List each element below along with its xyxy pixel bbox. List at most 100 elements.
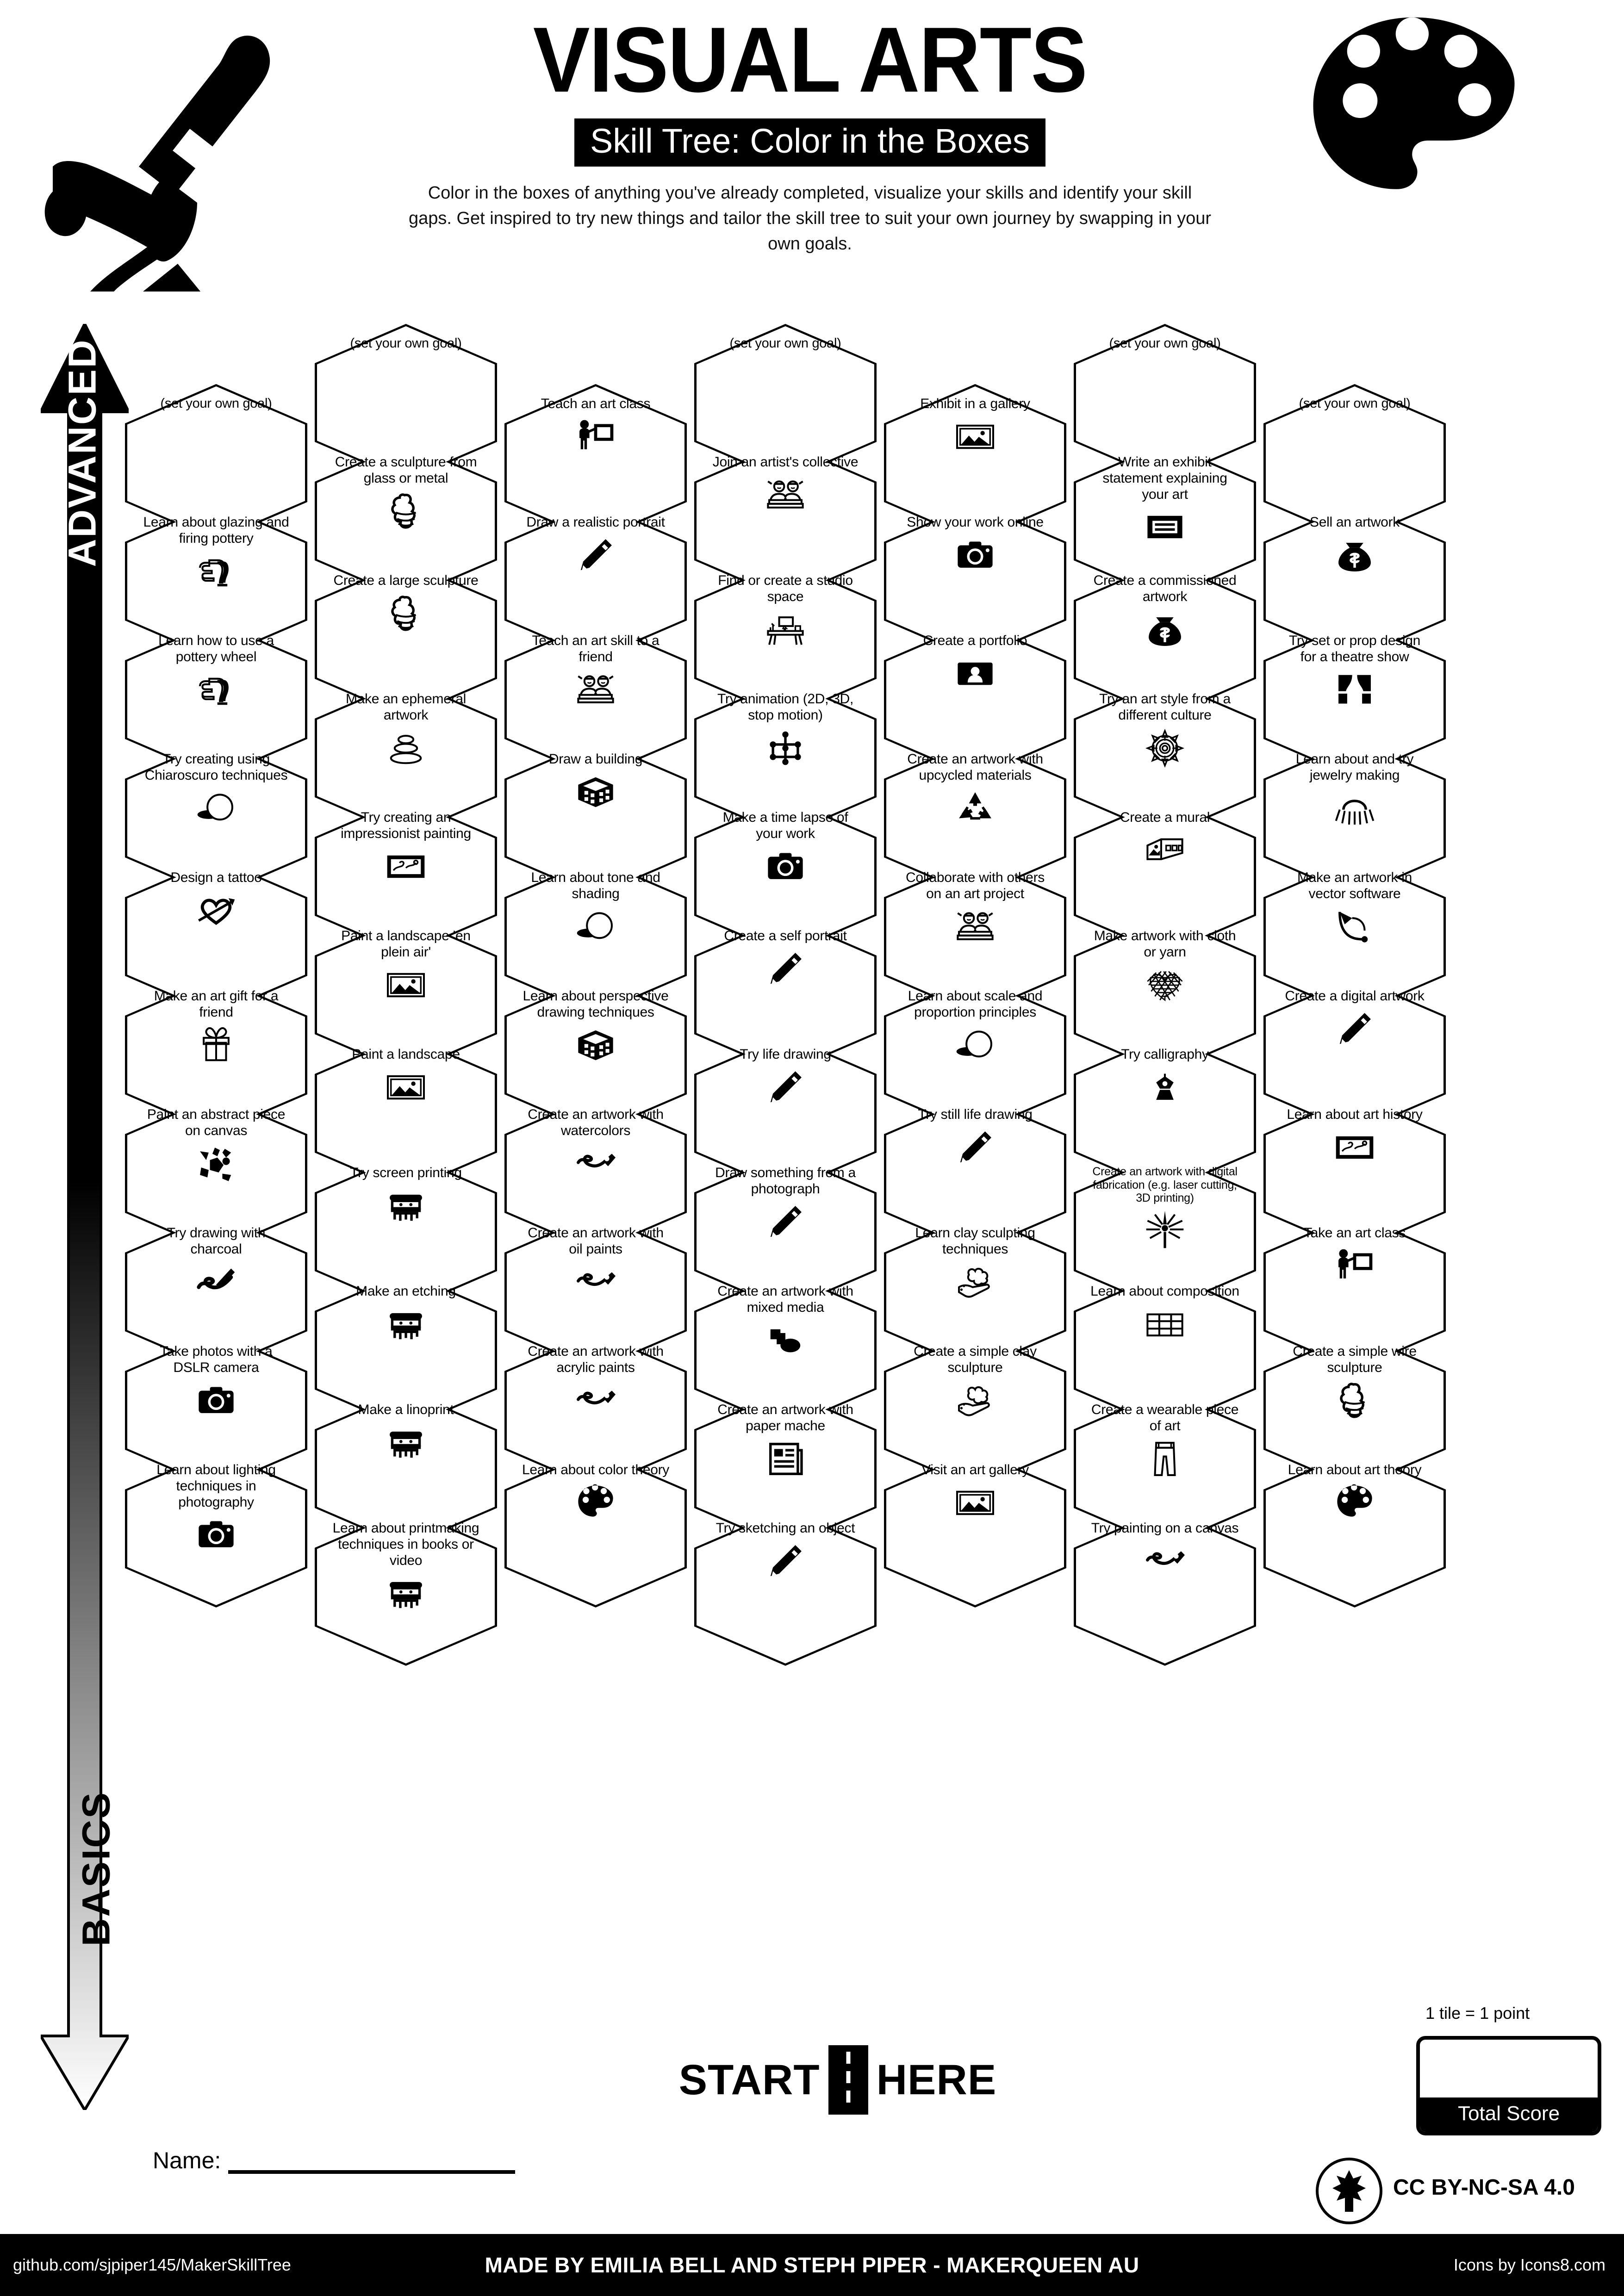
skill-hex-c1-r4[interactable]: Try creating using Chiaroscuro technique… <box>125 739 307 897</box>
skill-hex-c4-r1[interactable]: (set your own goal) <box>694 324 877 481</box>
skill-hex-c2-r11[interactable]: Learn about printmaking techniques in bo… <box>315 1508 497 1666</box>
road-icon <box>828 2045 868 2115</box>
wire-figure-icon <box>386 491 426 531</box>
skill-hex-c2-r7[interactable]: Paint a landscape <box>315 1035 497 1192</box>
trousers-icon <box>1145 1439 1185 1479</box>
pencil-icon <box>765 1202 805 1242</box>
skill-hex-c5-r4[interactable]: Create an artwork with upcycled material… <box>884 739 1066 897</box>
skill-label: Learn about printmaking techniques in bo… <box>332 1520 479 1568</box>
skill-hex-c2-r8[interactable]: Try screen printing <box>315 1153 497 1310</box>
tile-point-note: 1 tile = 1 point <box>1425 2004 1530 2023</box>
skill-label: (set your own goal) <box>1299 396 1411 411</box>
skill-hex-c6-r4[interactable]: Try an art style from a different cultur… <box>1074 679 1256 837</box>
skill-hex-c7-r2[interactable]: Sell an artwork <box>1263 503 1446 660</box>
skill-label: Try painting on a canvas <box>1091 1520 1239 1536</box>
skill-label: Take an art class <box>1303 1225 1406 1241</box>
skill-hex-c3-r10[interactable]: Learn about color theory <box>504 1450 687 1607</box>
woven-heart-icon <box>1145 965 1185 1005</box>
pencil-icon <box>765 949 805 989</box>
landscape-frame-icon <box>955 417 995 457</box>
skill-label: Make an art gift for a friend <box>154 988 279 1020</box>
curtains-icon <box>1335 670 1375 710</box>
skill-hex-c4-r7[interactable]: Try life drawing <box>694 1035 877 1192</box>
skill-hex-c5-r8[interactable]: Learn clay sculpting techniques <box>884 1213 1066 1371</box>
mandala-icon <box>1145 728 1185 768</box>
animation-nodes-icon <box>765 728 805 768</box>
skill-hex-c1-r2[interactable]: Learn about glazing and firing pottery <box>125 503 307 660</box>
skill-label: Try calligraphy <box>1121 1047 1209 1062</box>
money-bag-icon <box>1335 535 1375 575</box>
paintbrush-stroke-icon <box>576 1381 616 1421</box>
skill-label: Create a simple wire sculpture <box>1293 1344 1417 1375</box>
skill-label: Sell an artwork <box>1310 515 1400 530</box>
skill-label: Join an artist's collective <box>712 454 859 470</box>
skill-hex-c6-r6[interactable]: Make artwork with cloth or yarn <box>1074 916 1256 1074</box>
landscape-frame-icon <box>386 1067 426 1107</box>
skill-hex-c1-r10[interactable]: Learn about lighting techniques in photo… <box>125 1450 307 1607</box>
total-score-box[interactable]: Total Score <box>1416 2036 1601 2135</box>
name-input-line[interactable] <box>228 2169 516 2174</box>
skill-hex-c7-r10[interactable]: Learn about art theory <box>1263 1450 1446 1607</box>
page-subtitle: Skill Tree: Color in the Boxes <box>574 118 1046 167</box>
skill-label: (set your own goal) <box>350 336 462 351</box>
footer-github-link[interactable]: github.com/sjpiper145/MakerSkillTree <box>13 2255 291 2274</box>
skill-label: Draw a building <box>548 751 643 767</box>
skill-label: Collaborate with others on an art projec… <box>906 870 1045 901</box>
skill-hex-c7-r8[interactable]: Take an art class <box>1263 1213 1446 1371</box>
skill-hex-c6-r8[interactable]: Create an artwork with digital fabricati… <box>1074 1153 1256 1310</box>
skill-hex-c6-r1[interactable]: (set your own goal) <box>1074 324 1256 481</box>
here-word: HERE <box>876 2056 997 2104</box>
name-row: Name: <box>153 2147 516 2174</box>
portfolio-person-icon <box>955 654 995 694</box>
skill-hex-c4-r11[interactable]: Try sketching an object <box>694 1508 877 1666</box>
framed-art-icon <box>1335 1128 1375 1167</box>
pencil-icon <box>955 1128 995 1167</box>
skill-label: Draw something from a photograph <box>715 1165 856 1197</box>
skill-hex-c7-r1[interactable]: (set your own goal) <box>1263 384 1446 541</box>
skill-label: Try creating an impressionist painting <box>341 810 471 841</box>
print-press-icon <box>386 1573 426 1613</box>
paintbrush-stroke-icon <box>576 1262 616 1302</box>
vector-pen-icon <box>1335 907 1375 947</box>
skill-label: Try sketching an object <box>716 1520 855 1536</box>
camera-icon <box>765 847 805 887</box>
skill-label: Try still life drawing <box>918 1107 1033 1122</box>
skill-hex-c3-r9[interactable]: Create an artwork with acrylic paints <box>504 1332 687 1489</box>
skill-label: Create a commissioned artwork <box>1093 573 1237 604</box>
skill-hex-c4-r4[interactable]: Try animation (2D, 3D, stop motion) <box>694 679 877 837</box>
skill-label: Try set or prop design for a theatre sho… <box>1288 633 1421 664</box>
grid-composition-icon <box>1145 1304 1185 1344</box>
skill-label: Learn about perspective drawing techniqu… <box>523 988 669 1020</box>
pottery-hand-icon <box>196 552 236 591</box>
skill-hex-c2-r3[interactable]: Create a large sculpture <box>315 561 497 718</box>
skill-label: Create an artwork with acrylic paints <box>528 1344 664 1375</box>
wire-figure-icon <box>1335 1381 1375 1421</box>
skill-hex-c5-r6[interactable]: Learn about scale and proportion princip… <box>884 976 1066 1134</box>
skill-hex-c6-r11[interactable]: Try painting on a canvas <box>1074 1508 1256 1666</box>
skill-hex-c6-r10[interactable]: Create a wearable piece of art <box>1074 1390 1256 1547</box>
skill-label: Make artwork with cloth or yarn <box>1094 928 1236 960</box>
calligraphy-nib-icon <box>1145 1067 1185 1107</box>
skill-hex-c4-r3[interactable]: Find or create a studio space <box>694 561 877 718</box>
color-palette-icon <box>576 1483 616 1523</box>
total-score-label: Total Score <box>1420 2097 1598 2132</box>
skill-hex-c7-r9[interactable]: Create a simple wire sculpture <box>1263 1332 1446 1489</box>
footer-icons-credit[interactable]: Icons by Icons8.com <box>1453 2255 1605 2274</box>
skill-label: Create an artwork with upcycled material… <box>907 751 1043 783</box>
page-header: VISUAL ARTS Skill Tree: Color in the Box… <box>0 0 1624 354</box>
skill-label: (set your own goal) <box>729 336 841 351</box>
skill-hex-c2-r10[interactable]: Make a linoprint <box>315 1390 497 1547</box>
skill-hex-c2-r5[interactable]: Try creating an impressionist painting <box>315 798 497 955</box>
desk-icon <box>765 610 805 650</box>
wire-figure-icon <box>386 594 426 633</box>
skill-hex-c3-r2[interactable]: Draw a realistic portrait <box>504 503 687 660</box>
pencil-icon <box>576 535 616 575</box>
charcoal-stroke-icon <box>196 1262 236 1302</box>
shading-sphere-icon <box>196 788 236 828</box>
intro-text: Color in the boxes of anything you've al… <box>408 183 1212 254</box>
skill-label: Try drawing with charcoal <box>167 1225 266 1257</box>
hex-fill <box>886 1452 1064 1605</box>
skill-hex-c5-r10[interactable]: Visit an art gallery <box>884 1450 1066 1607</box>
skill-hex-c3-r7[interactable]: Create an artwork with watercolors <box>504 1095 687 1252</box>
building-cube-icon <box>576 1025 616 1065</box>
